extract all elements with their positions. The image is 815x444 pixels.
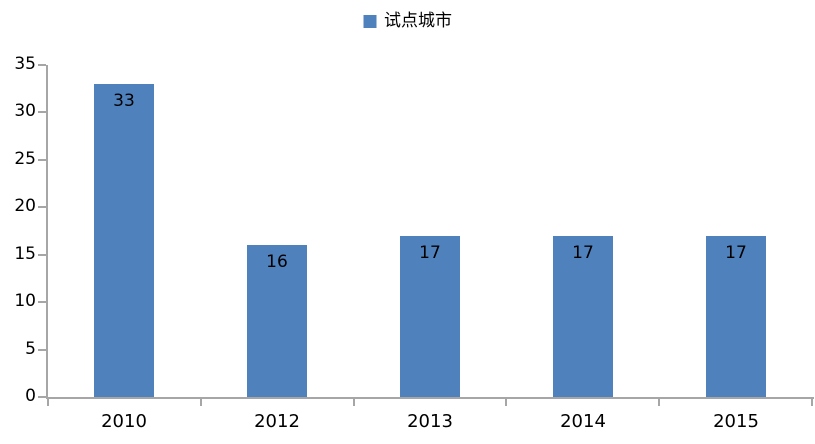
x-axis-category-label: 2012 bbox=[254, 411, 300, 432]
y-axis-tick bbox=[38, 64, 46, 66]
y-axis-tick bbox=[38, 206, 46, 209]
x-axis-tick bbox=[811, 399, 813, 406]
bar-value-label: 17 bbox=[572, 243, 594, 263]
y-axis-tick bbox=[38, 396, 46, 398]
bar-2010 bbox=[94, 84, 154, 397]
x-axis-category-label: 2014 bbox=[560, 411, 606, 432]
y-axis-tick bbox=[38, 301, 46, 304]
y-axis-tick-label: 35 bbox=[14, 54, 36, 74]
legend-marker-icon bbox=[363, 15, 376, 28]
bar-2013 bbox=[400, 236, 460, 397]
y-axis-tick-label: 15 bbox=[14, 243, 36, 264]
x-axis-tick bbox=[47, 399, 49, 406]
y-axis-tick-label: 20 bbox=[14, 196, 36, 217]
legend-series-label: 试点城市 bbox=[384, 11, 452, 31]
y-axis-tick bbox=[38, 111, 46, 114]
x-axis-tick bbox=[352, 399, 355, 406]
y-axis-tick-label: 5 bbox=[25, 338, 36, 359]
x-axis-category-label: 2013 bbox=[407, 411, 453, 432]
chart-legend: 试点城市 bbox=[363, 13, 452, 30]
bar-2015 bbox=[706, 236, 766, 397]
x-axis-line bbox=[46, 397, 814, 399]
bar-2014 bbox=[553, 236, 613, 397]
y-axis-tick-label: 10 bbox=[14, 291, 36, 312]
y-axis-tick bbox=[38, 348, 46, 351]
y-axis-tick bbox=[38, 158, 46, 161]
y-axis-line bbox=[46, 65, 48, 399]
bar-value-label: 17 bbox=[419, 243, 441, 263]
x-axis-category-label: 2010 bbox=[101, 411, 147, 432]
x-axis-tick bbox=[199, 399, 202, 406]
y-axis-tick-label: 0 bbox=[25, 386, 36, 406]
y-axis-tick bbox=[38, 253, 46, 256]
bar-2012 bbox=[247, 245, 307, 397]
bar-value-label: 16 bbox=[266, 252, 288, 272]
x-axis-tick bbox=[505, 399, 508, 406]
bar-value-label: 17 bbox=[725, 243, 747, 263]
y-axis-tick-label: 25 bbox=[14, 148, 36, 169]
y-axis-tick-label: 30 bbox=[14, 101, 36, 122]
x-axis-category-label: 2015 bbox=[713, 411, 759, 432]
x-axis-tick bbox=[658, 399, 661, 406]
bar-value-label: 33 bbox=[113, 91, 135, 111]
